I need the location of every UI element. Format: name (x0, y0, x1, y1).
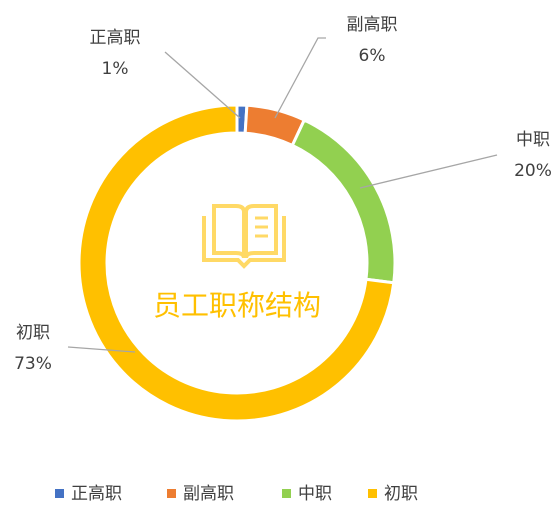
data-label-value: 1% (102, 59, 129, 79)
data-label-value: 20% (514, 161, 552, 181)
data-label-category: 正高职 (90, 28, 141, 48)
leader-line (67, 346, 136, 353)
data-label-value: 6% (359, 46, 386, 66)
donut-slice (290, 118, 397, 285)
data-label-category: 中职 (516, 130, 550, 150)
data-label-category: 初职 (16, 323, 50, 343)
legend-swatch (368, 489, 377, 498)
leader-line (274, 37, 326, 119)
legend-label: 初职 (384, 484, 418, 504)
legend-swatch (167, 489, 176, 498)
legend-swatch (282, 489, 291, 498)
leader-line (359, 154, 498, 189)
book-icon (202, 204, 286, 269)
legend-label: 副高职 (183, 484, 234, 504)
donut-slice (77, 103, 396, 423)
data-label-category: 副高职 (347, 15, 398, 35)
legend-swatch (55, 489, 64, 498)
legend-label: 中职 (298, 484, 332, 504)
leader-line (164, 51, 241, 119)
chart-title: 员工职称结构 (153, 289, 321, 322)
legend-label: 正高职 (71, 484, 122, 504)
data-label-value: 73% (14, 354, 52, 374)
